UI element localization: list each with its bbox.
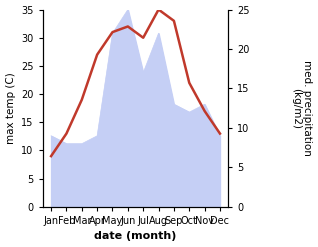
- X-axis label: date (month): date (month): [94, 231, 177, 242]
- Y-axis label: max temp (C): max temp (C): [5, 72, 16, 144]
- Y-axis label: med. precipitation
(kg/m2): med. precipitation (kg/m2): [291, 60, 313, 156]
